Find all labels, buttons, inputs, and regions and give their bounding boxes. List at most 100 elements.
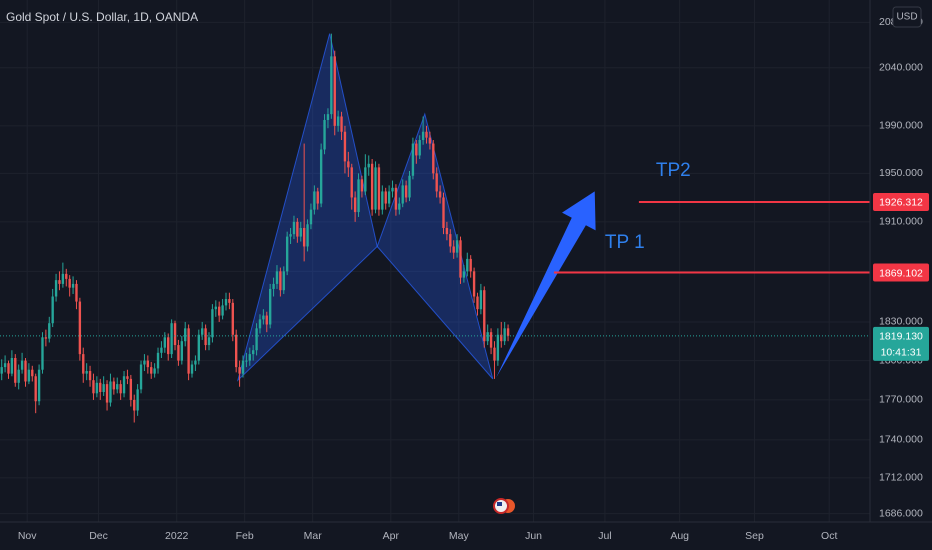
candle-body	[377, 167, 381, 210]
candle-body	[421, 131, 425, 141]
candle-body	[401, 185, 404, 204]
candle-body	[493, 347, 496, 361]
axes: 2080.0002040.0001990.0001950.0001910.000…	[18, 16, 929, 542]
candle-body	[207, 337, 211, 346]
price-tag	[873, 326, 929, 361]
target-label: TP 1	[605, 232, 645, 253]
price-tag-label: 1926.312	[879, 197, 923, 209]
candle-body	[486, 332, 489, 342]
candle-body	[316, 191, 319, 204]
candle-body	[214, 306, 217, 310]
candle-body	[167, 337, 170, 355]
candle-body	[336, 116, 340, 126]
candle-body	[231, 302, 234, 335]
candle-body	[387, 191, 391, 204]
candle-body	[41, 337, 44, 370]
candle-body	[65, 273, 68, 279]
candle-body	[323, 119, 326, 150]
candle-body	[275, 271, 279, 284]
candle-body	[438, 191, 442, 198]
x-tick-label: Sep	[745, 530, 764, 542]
candle-body	[357, 179, 360, 213]
price-tag	[873, 263, 929, 282]
candles	[0, 33, 510, 423]
candle-body	[248, 354, 251, 361]
candle-body	[160, 347, 163, 353]
candle-body	[472, 271, 476, 297]
candle-body	[48, 323, 51, 339]
currency-label[interactable]: USD	[896, 12, 917, 23]
candle-body	[282, 271, 285, 291]
candle-body	[173, 323, 177, 346]
candle-body	[190, 364, 194, 374]
candle-body	[384, 191, 387, 204]
candle-body	[489, 332, 493, 348]
y-tick-label: 1740.000	[879, 434, 923, 446]
candle-body	[143, 360, 146, 365]
candle-body	[370, 163, 374, 210]
y-tick-label: 1686.000	[879, 507, 923, 519]
candle-body	[235, 334, 238, 368]
currency-button[interactable]	[892, 6, 922, 28]
candle-body	[187, 328, 190, 374]
candle-body	[116, 384, 119, 390]
candle-body	[99, 382, 102, 393]
candle-body	[506, 328, 510, 336]
candle-body	[268, 288, 272, 325]
x-tick-label: Oct	[821, 530, 837, 542]
pattern-triangle	[376, 112, 494, 380]
candle-body	[445, 227, 449, 235]
candle-body	[150, 367, 153, 374]
candle-body	[14, 358, 17, 383]
candle-body	[483, 290, 486, 342]
candle-body	[319, 149, 323, 204]
candle-body	[61, 273, 65, 284]
x-tick-label: May	[449, 530, 470, 542]
candle-body	[381, 191, 384, 210]
candle-body	[462, 271, 466, 278]
candle-body	[133, 399, 136, 411]
y-tick-label: 1990.000	[879, 120, 923, 132]
candle-body	[466, 258, 469, 272]
x-tick-label: Aug	[670, 530, 689, 542]
projection-arrow	[496, 191, 596, 378]
candle-body	[479, 290, 483, 310]
candle-body	[122, 376, 126, 394]
candle-body	[211, 309, 214, 338]
x-tick-label: Feb	[236, 530, 254, 542]
candle-body	[428, 137, 432, 144]
candle-body	[309, 209, 313, 225]
candle-body	[279, 271, 282, 291]
candle-body	[109, 381, 112, 403]
candle-body	[126, 376, 129, 379]
y-tick-label: 1712.000	[879, 472, 923, 484]
candle-body	[449, 234, 452, 247]
candle-body	[496, 334, 500, 361]
candle-body	[459, 240, 462, 278]
candle-body	[20, 360, 24, 370]
candle-body	[184, 328, 187, 342]
candle-body	[398, 203, 401, 210]
candle-body	[201, 328, 204, 335]
candle-body	[7, 363, 10, 374]
price-tag-label: 1819.130	[879, 331, 923, 343]
candle-body	[0, 367, 3, 374]
y-tick-label: 2040.000	[879, 62, 923, 74]
candle-body	[221, 305, 224, 316]
candle-body	[391, 187, 394, 192]
candle-body	[343, 131, 347, 162]
candle-body	[3, 363, 7, 368]
candle-body	[105, 384, 109, 403]
candle-body	[228, 299, 231, 303]
candle-body	[435, 173, 438, 192]
candle-body	[146, 360, 150, 368]
candle-body	[258, 319, 262, 329]
candle-body	[71, 283, 75, 288]
x-tick-label: Mar	[304, 530, 323, 542]
candle-body	[272, 283, 275, 289]
candle-body	[353, 197, 357, 213]
x-tick-label: Apr	[383, 530, 400, 542]
candle-body	[374, 167, 377, 210]
candle-body	[469, 258, 472, 272]
candle-body	[442, 197, 445, 228]
